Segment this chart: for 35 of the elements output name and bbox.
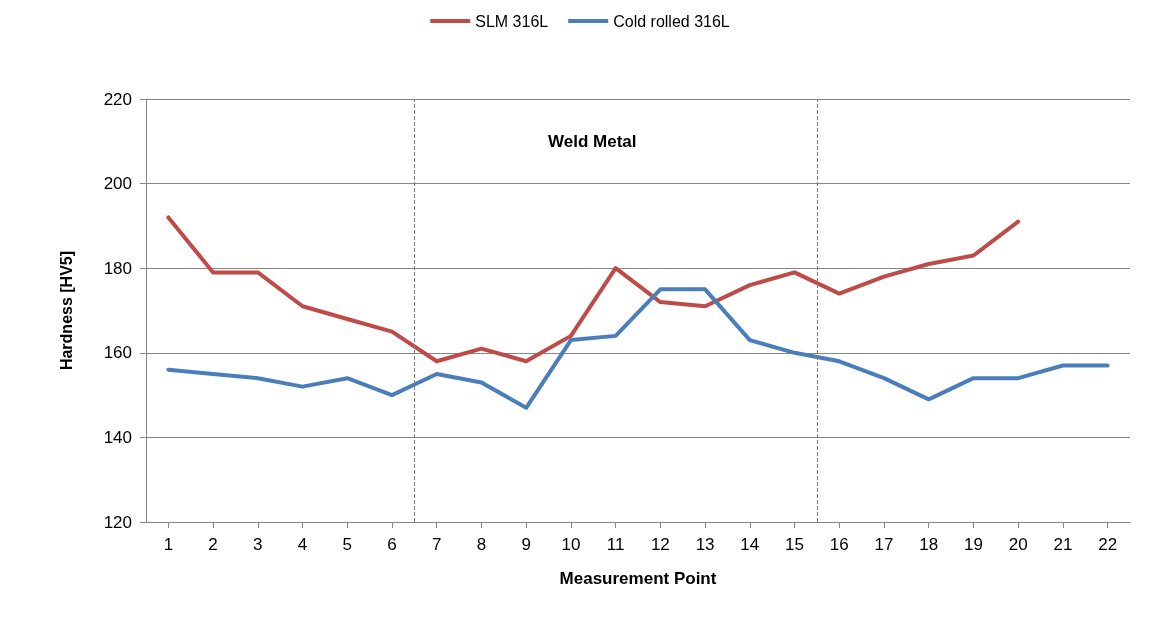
x-tick-label: 2 (208, 535, 218, 554)
x-tick-label: 4 (297, 535, 308, 554)
x-tick-label: 20 (1008, 535, 1028, 554)
x-tick-label: 3 (253, 535, 263, 554)
x-tick-label: 7 (431, 535, 442, 554)
y-tick-label: 140 (103, 427, 132, 447)
x-tick-label: 19 (963, 535, 983, 554)
x-tick-label: 8 (476, 535, 487, 554)
line-series (166, 287, 1110, 410)
line-series (166, 215, 1021, 364)
x-tick-label: 12 (650, 535, 670, 554)
x-axis-title: Measurement Point (559, 569, 717, 588)
y-axis-title: Hardness [HV5] (57, 250, 75, 371)
x-tick-label: 10 (561, 535, 581, 554)
x-tick-label: 9 (521, 535, 531, 554)
x-tick-label: 17 (874, 535, 894, 554)
y-tick-label: 180 (103, 258, 132, 278)
x-tick-label: 5 (342, 535, 353, 554)
y-tick-label: 120 (103, 512, 132, 532)
y-tick-label: 160 (103, 343, 132, 363)
x-tick-label: 13 (695, 535, 715, 554)
x-tick-label: 6 (387, 535, 397, 554)
x-tick-label: 11 (606, 535, 625, 554)
x-tick-label: 21 (1053, 535, 1073, 554)
x-tick-label: 1 (163, 535, 174, 554)
annotation: Weld Metal (548, 132, 637, 151)
y-tick-label: 200 (103, 174, 132, 194)
x-tick-label: 18 (919, 535, 939, 554)
x-tick-label: 14 (740, 535, 760, 554)
x-tick-label: 22 (1098, 535, 1118, 554)
legend-label: Cold rolled 316L (613, 12, 730, 30)
x-tick-label: 16 (829, 535, 849, 554)
x-tick-label: 15 (785, 535, 805, 554)
legend-label: SLM 316L (475, 12, 549, 30)
y-tick-label: 220 (103, 89, 132, 109)
